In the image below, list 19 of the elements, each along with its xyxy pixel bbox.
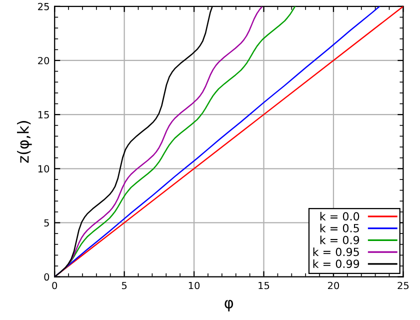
- y-axis-title: z(φ,k): [17, 121, 32, 163]
- y-tick-label: 5: [44, 219, 49, 227]
- x-tick-label: 20: [328, 282, 340, 290]
- x-tick-label: 10: [188, 282, 200, 290]
- legend-label: k = 0.9: [320, 236, 360, 244]
- y-tick-label: 15: [38, 111, 49, 118]
- x-tick-label: 25: [398, 282, 409, 290]
- y-tick-label: 20: [38, 56, 50, 64]
- y-tick-label: 10: [38, 165, 50, 172]
- legend-label: k = 0.5: [320, 224, 359, 232]
- x-tick-label: 0: [52, 282, 58, 290]
- y-tick-label: 0: [44, 273, 50, 281]
- x-tick-label: 15: [258, 282, 270, 290]
- x-tick-label: 5: [122, 282, 127, 290]
- x-axis-title: φ: [224, 300, 234, 312]
- legend-label: k = 0.0: [320, 212, 360, 221]
- y-tick-label: 25: [38, 2, 49, 10]
- legend-label: k = 0.95: [313, 248, 359, 256]
- legend-label: k = 0.99: [313, 259, 360, 268]
